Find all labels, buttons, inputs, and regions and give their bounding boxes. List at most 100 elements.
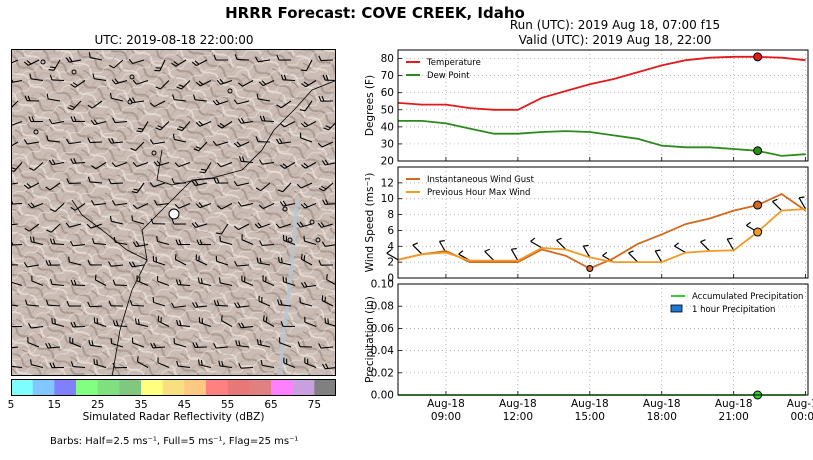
wind-barb [192,301,208,308]
wind-barb [94,274,107,286]
wind-barb [134,318,149,328]
y-tick-label: 0.04 [371,345,395,357]
x-tick-label: Aug-18 [499,398,537,410]
x-tick-label: 12:00 [503,411,533,423]
wind-barb [241,234,254,246]
run-info: Run (UTC): 2019 Aug 18, 07:00 f15 Valid … [398,18,813,48]
main-title: HRRR Forecast: COVE CREEK, Idaho [225,4,525,22]
wind-barb [131,182,145,194]
wind-barb [484,248,495,261]
valid-time: Valid (UTC): 2019 Aug 18, 22:00 [518,33,712,47]
wind-barb [255,136,271,143]
wind-barb [218,277,233,287]
y-tick-label: 70 [381,70,394,82]
barbs-legend: Barbs: Half=2.5 ms⁻¹, Full=5 ms⁻¹, Flag=… [50,436,299,447]
wind-barb [149,182,166,188]
wind-barb [131,337,145,348]
wind-barb [259,240,275,247]
wind-barb [237,117,254,124]
wind-barb [300,121,317,128]
wind-barb [153,200,170,206]
highlight-point [753,52,763,62]
colorbar-swatch [32,379,55,396]
panel-frame [397,166,809,279]
wind-barb [279,121,296,128]
wind-barb [149,139,166,145]
wind-barb [262,315,275,327]
wind-barb [283,357,296,369]
y-tick-label: 8 [387,209,394,221]
colorbar-swatch [292,379,315,396]
wind-barb [303,235,317,246]
colorbar-swatch [227,379,250,396]
wind-barb [27,323,44,329]
wind-barb [112,279,128,287]
wind-barb [191,180,208,187]
wind-barb [112,117,128,124]
wind-barb [317,141,334,148]
wind-barb [70,321,86,328]
wind-barb [195,254,208,266]
wind-barb [239,156,254,164]
series-line [397,208,806,263]
calm-marker [33,129,39,135]
x-tick-label: Aug-18 [427,398,465,410]
wind-barb [175,279,191,287]
wind-barb [297,341,313,348]
wind-barb [108,59,124,69]
wind-barb [12,120,23,127]
wind-barb [234,54,250,61]
wind-barb [304,357,317,369]
wind-barb [12,264,19,266]
wind-barb [193,141,208,152]
wind-barb [132,203,149,210]
wind-barb [198,317,212,328]
colorbar-swatch [97,379,120,396]
wind-barb [108,137,124,144]
wind-barb [282,235,296,246]
wind-barb [30,359,44,369]
wind-barb [317,221,334,228]
wind-barb [131,215,145,225]
wind-barb [258,203,275,210]
wind-barb [12,303,19,307]
legend-label: Accumulated Precipitation [692,292,803,302]
legend-label: Temperature [426,58,481,68]
series-line [397,55,806,111]
wind-barb [155,80,170,90]
wind-barb [233,99,250,105]
wind-barb [582,244,591,258]
wind-barb [46,135,61,143]
y-tick-label: 2 [387,257,394,269]
wind-barb [149,100,166,108]
wind-barb [150,218,166,225]
wind-barb [296,221,313,228]
wind-barb [130,141,145,152]
wind-barb [254,56,271,63]
wind-barb [530,237,543,249]
wind-barb [218,360,233,369]
wind-barb [109,215,124,225]
wind-barb [12,141,19,149]
wind-barb [301,80,317,88]
wind-barb [152,296,166,307]
wind-barb [556,237,567,250]
wind-barb [235,340,250,348]
wind-barb [136,356,149,368]
y-tick-label: 30 [381,138,394,150]
wind-barb [51,317,65,328]
colorbar-tick-label: 45 [178,399,191,411]
colorbar-tick-label: 55 [221,399,234,411]
wind-barb [12,365,23,369]
wind-barb [191,59,208,67]
wind-barb [237,80,254,87]
calm-marker [227,88,233,94]
wind-barb [152,255,166,266]
wind-barb [129,299,145,307]
wind-barb [233,223,250,231]
x-tick-label: 18:00 [647,411,677,423]
legend-swatch [670,304,683,313]
x-tick-label: 00:00 [790,411,813,423]
wind-barb [259,115,275,123]
